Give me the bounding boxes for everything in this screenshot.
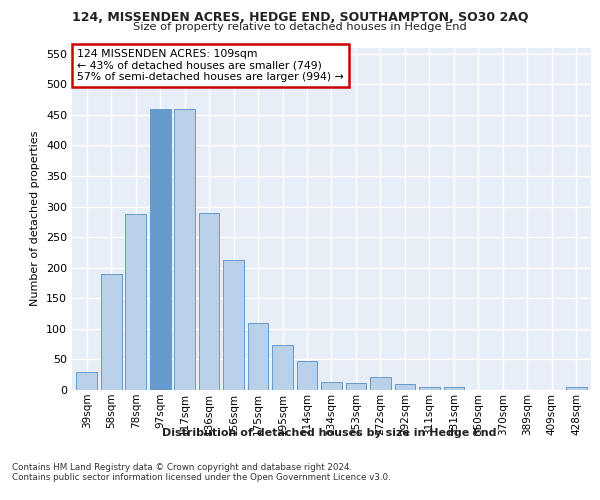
Text: Distribution of detached houses by size in Hedge End: Distribution of detached houses by size …: [161, 428, 496, 438]
Bar: [125, 214, 146, 390]
Bar: [101, 274, 122, 390]
Text: Contains HM Land Registry data © Crown copyright and database right 2024.: Contains HM Land Registry data © Crown c…: [12, 462, 352, 471]
Text: 124, MISSENDEN ACRES, HEDGE END, SOUTHAMPTON, SO30 2AQ: 124, MISSENDEN ACRES, HEDGE END, SOUTHAM…: [72, 11, 528, 24]
Bar: [395, 384, 415, 390]
Bar: [296, 362, 317, 390]
Bar: [76, 372, 97, 390]
Bar: [272, 344, 293, 390]
Y-axis label: Number of detached properties: Number of detached properties: [31, 131, 40, 306]
Bar: [199, 212, 220, 390]
Text: 124 MISSENDEN ACRES: 109sqm
← 43% of detached houses are smaller (749)
57% of se: 124 MISSENDEN ACRES: 109sqm ← 43% of det…: [77, 49, 344, 82]
Bar: [223, 260, 244, 390]
Bar: [419, 387, 440, 390]
Bar: [346, 382, 367, 390]
Bar: [248, 322, 268, 390]
Bar: [321, 382, 342, 390]
Text: Contains public sector information licensed under the Open Government Licence v3: Contains public sector information licen…: [12, 472, 391, 482]
Text: Size of property relative to detached houses in Hedge End: Size of property relative to detached ho…: [133, 22, 467, 32]
Bar: [174, 108, 195, 390]
Bar: [566, 387, 587, 390]
Bar: [150, 108, 170, 390]
Bar: [443, 387, 464, 390]
Bar: [370, 377, 391, 390]
